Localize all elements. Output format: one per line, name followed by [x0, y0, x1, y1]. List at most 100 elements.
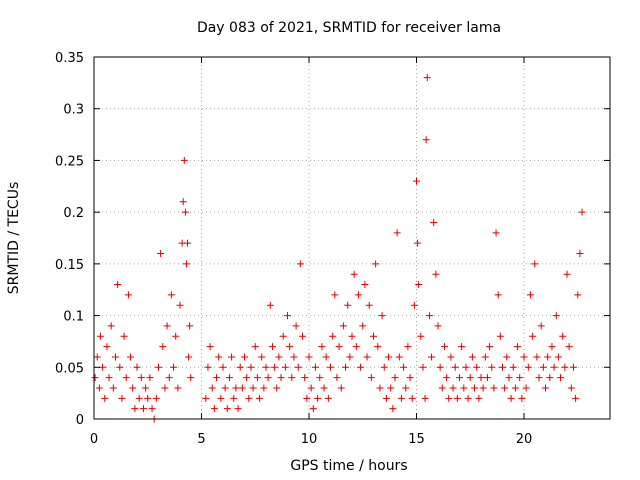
data-point [279, 332, 287, 340]
data-point [422, 136, 430, 144]
data-point [507, 394, 515, 402]
data-point [324, 394, 332, 402]
data-point [273, 384, 281, 392]
data-points [91, 74, 586, 423]
x-tick-label: 10 [301, 432, 318, 447]
data-point [443, 374, 451, 382]
data-point [292, 322, 300, 330]
data-point [266, 301, 274, 309]
data-point [268, 343, 276, 351]
data-point [316, 374, 324, 382]
data-point [414, 239, 422, 247]
data-point [131, 405, 139, 413]
data-point [391, 374, 399, 382]
data-point [174, 384, 182, 392]
data-point [204, 363, 212, 371]
data-point [565, 343, 573, 351]
data-point [284, 312, 291, 320]
data-point [432, 270, 440, 278]
data-point [466, 374, 474, 382]
x-axis-label: GPS time / hours [290, 458, 407, 474]
data-point [357, 363, 365, 371]
data-point [202, 394, 210, 402]
data-point [567, 384, 575, 392]
data-point [533, 353, 541, 361]
data-point [488, 363, 496, 371]
data-point [477, 374, 485, 382]
data-point [544, 353, 552, 361]
data-point [548, 343, 556, 351]
data-point [238, 384, 246, 392]
y-tick-label: 0.2 [63, 206, 84, 221]
data-point [475, 394, 483, 402]
data-point [223, 405, 231, 413]
data-point [260, 384, 268, 392]
data-point [157, 250, 165, 258]
data-point [505, 374, 513, 382]
data-point [320, 384, 328, 392]
data-point [552, 312, 560, 320]
x-tick-label: 5 [197, 432, 205, 447]
data-point [413, 177, 420, 185]
data-point [434, 322, 442, 330]
data-point [537, 322, 545, 330]
data-point [186, 322, 194, 330]
data-point [425, 312, 433, 320]
data-point [376, 384, 384, 392]
data-point [118, 394, 126, 402]
data-point [215, 353, 223, 361]
data-point [161, 384, 169, 392]
data-point [241, 353, 248, 361]
y-tick-label: 0.15 [55, 258, 84, 273]
data-point [492, 229, 500, 237]
data-point [146, 374, 154, 382]
data-point [288, 374, 296, 382]
y-tick-label: 0.25 [55, 154, 84, 169]
data-point [400, 363, 408, 371]
data-point [494, 291, 502, 299]
data-point [176, 301, 184, 309]
data-point [490, 384, 498, 392]
x-tick-label: 20 [516, 432, 533, 447]
data-point [101, 394, 109, 402]
data-point [468, 353, 476, 361]
data-point [440, 343, 448, 351]
data-point [423, 74, 431, 82]
data-point [187, 374, 195, 382]
data-point [299, 332, 307, 340]
data-point [294, 363, 302, 371]
data-point [486, 343, 494, 351]
data-point [374, 343, 382, 351]
data-point [93, 353, 101, 361]
data-point [449, 384, 457, 392]
data-point [339, 322, 347, 330]
data-point [271, 363, 279, 371]
data-point [406, 374, 414, 382]
data-point [181, 208, 189, 216]
data-point [159, 343, 167, 351]
data-point [393, 229, 401, 237]
data-point [578, 208, 586, 216]
data-point [535, 374, 543, 382]
data-point [518, 394, 526, 402]
data-point [109, 384, 117, 392]
data-point [170, 363, 178, 371]
data-point [522, 384, 530, 392]
data-point [387, 384, 395, 392]
data-point [152, 394, 160, 402]
data-point [361, 281, 369, 289]
data-point [99, 363, 107, 371]
data-point [453, 394, 461, 402]
data-point [217, 394, 225, 402]
data-point [311, 363, 319, 371]
data-point [122, 374, 130, 382]
data-point [219, 363, 227, 371]
y-tick-label: 0.1 [63, 310, 84, 325]
data-point [367, 374, 375, 382]
data-point [402, 384, 410, 392]
grid-lines [94, 57, 610, 419]
data-point [550, 363, 558, 371]
data-point [514, 343, 522, 351]
data-point [404, 343, 412, 351]
